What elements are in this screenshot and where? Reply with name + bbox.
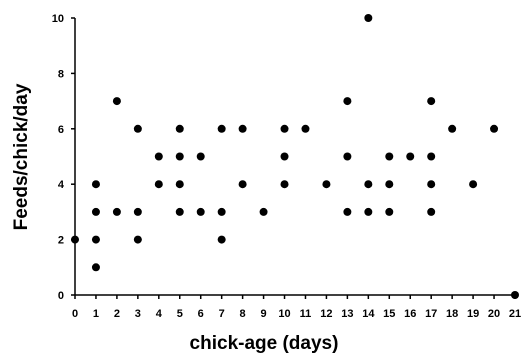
y-tick-label: 8 — [58, 68, 64, 80]
x-tick-label: 13 — [341, 308, 353, 320]
data-point — [217, 235, 226, 244]
data-point — [364, 14, 373, 22]
data-point — [238, 180, 247, 189]
data-point — [322, 180, 331, 189]
data-point — [217, 207, 226, 216]
data-point — [259, 207, 268, 216]
x-axis-title: chick-age (days) — [190, 333, 339, 354]
x-tick-label: 6 — [198, 308, 204, 320]
data-point — [133, 124, 142, 133]
data-point — [511, 291, 519, 299]
data-point — [427, 152, 436, 161]
x-tick-label: 11 — [300, 308, 312, 320]
data-point — [343, 207, 352, 216]
x-tick-label: 8 — [240, 308, 246, 320]
x-tick-label: 10 — [278, 308, 290, 320]
data-point — [112, 207, 121, 216]
data-point — [133, 207, 142, 216]
data-point — [280, 124, 289, 133]
x-tick-label: 4 — [156, 308, 163, 320]
data-point — [469, 180, 478, 189]
data-point — [238, 124, 247, 133]
data-point — [196, 207, 205, 216]
x-tick-label: 15 — [383, 308, 395, 320]
data-point — [280, 180, 289, 189]
data-point — [427, 97, 436, 106]
x-tick-label: 1 — [93, 308, 99, 320]
data-point — [364, 180, 373, 189]
y-tick-label: 2 — [58, 235, 64, 247]
data-point — [91, 180, 100, 189]
data-point — [364, 207, 373, 216]
x-tick-label: 12 — [320, 308, 332, 320]
axes — [74, 18, 515, 296]
x-tick-label: 0 — [72, 308, 78, 320]
data-point — [112, 97, 121, 106]
y-axis-title: Feeds/chick/day — [11, 83, 32, 230]
data-point — [385, 180, 394, 189]
x-tick-label: 18 — [446, 308, 458, 320]
data-point — [91, 207, 100, 216]
data-point — [175, 152, 184, 161]
data-point — [343, 97, 352, 106]
data-point — [175, 124, 184, 133]
data-point — [91, 235, 100, 244]
tick-group: 0 1 2 3 4 5 6 7 8 9 10 11 12 13 14 15 16 17 18 19 20 21024681… — [52, 13, 521, 320]
data-point — [91, 263, 100, 272]
x-tick-label: 5 — [177, 308, 183, 320]
data-point — [280, 152, 289, 161]
x-tick-label: 16 — [404, 308, 416, 320]
y-tick-label: 10 — [52, 13, 64, 25]
y-tick-label: 0 — [58, 290, 64, 302]
data-point — [175, 207, 184, 216]
x-tick-label: 14 — [362, 308, 375, 320]
x-tick-label: 9 — [261, 308, 267, 320]
data-point — [301, 124, 310, 133]
x-tick-label: 2 — [114, 308, 120, 320]
data-point — [385, 207, 394, 216]
data-point — [343, 152, 352, 161]
data-point — [154, 180, 163, 189]
data-point — [490, 124, 499, 133]
x-tick-label: 19 — [467, 308, 479, 320]
y-tick-label: 6 — [58, 124, 64, 136]
x-tick-label: 20 — [488, 308, 500, 320]
data-point — [217, 124, 226, 133]
data-point — [427, 207, 436, 216]
data-point — [133, 235, 142, 244]
data-point — [175, 180, 184, 189]
data-points — [71, 14, 519, 299]
data-point — [427, 180, 436, 189]
y-tick-label: 4 — [58, 179, 65, 191]
x-tick-label: 7 — [219, 308, 225, 320]
x-tick-label: 3 — [135, 308, 141, 320]
data-point — [196, 152, 205, 161]
data-point — [406, 152, 415, 161]
data-point — [448, 124, 457, 133]
x-tick-label: 17 — [425, 308, 437, 320]
x-tick-label: 21 — [509, 308, 521, 320]
data-point — [385, 152, 394, 161]
data-point — [154, 152, 163, 161]
data-point — [71, 235, 79, 244]
